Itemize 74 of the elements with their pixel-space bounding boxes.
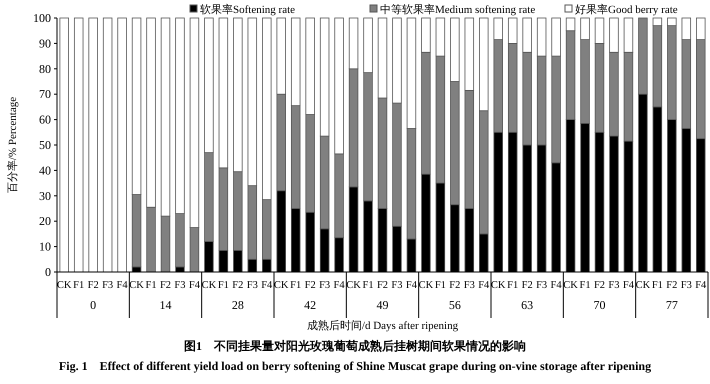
text: 0 — [90, 298, 96, 312]
x-tick-label: F1 — [145, 280, 157, 291]
text: 28 — [232, 298, 244, 312]
y-tick-label: 20 — [39, 214, 51, 228]
x-tick-label: F4 — [334, 280, 346, 291]
x-tick-label: F4 — [116, 280, 128, 291]
x-tick-label: F1 — [652, 280, 663, 291]
legend-label: 中等软果率Medium softening rate — [380, 3, 536, 16]
x-tick-label: F4 — [622, 280, 635, 291]
x-axis-title: 成熟后时间/d Days after ripening — [306, 319, 459, 332]
x-tick-label: F1 — [218, 280, 229, 291]
y-tick-label: 70 — [39, 87, 51, 102]
y-tick-label: 40 — [39, 163, 51, 178]
x-tick-label: F2 — [376, 280, 388, 291]
y-tick-label: 60 — [39, 112, 51, 127]
x-tick-label: F2 — [232, 280, 244, 291]
text: 70 — [594, 298, 606, 312]
x-tick-label: F2 — [304, 280, 316, 291]
y-tick-label: 10 — [39, 240, 51, 254]
x-tick-label: F3 — [102, 280, 114, 291]
x-tick-label: F2 — [160, 280, 172, 291]
y-tick-label: 90 — [39, 36, 51, 50]
x-tick-label: F3 — [391, 280, 403, 291]
bar — [74, 18, 84, 272]
text: 77 — [666, 298, 678, 312]
x-tick-label: F4 — [550, 280, 562, 291]
x-tick-label: F2 — [522, 280, 533, 291]
x-tick-label: F2 — [666, 280, 678, 291]
y-axis-title: 百分率/% Percentage — [6, 96, 19, 194]
y-tick-label: 30 — [39, 188, 51, 203]
x-tick-label: F2 — [88, 280, 99, 291]
x-tick-label: F3 — [464, 280, 475, 291]
x-tick-label: CK — [636, 280, 651, 291]
x-tick-label: F4 — [406, 280, 418, 291]
y-tick-label: 0 — [45, 265, 51, 279]
x-tick-label: F3 — [608, 280, 620, 291]
caption: 图1 不同挂果量对阳光玫瑰葡萄成熟后挂树期间软果情况的影响 — [184, 339, 526, 353]
x-tick-label: F2 — [449, 280, 460, 291]
x-tick-label: F3 — [174, 280, 186, 291]
x-tick-label: F4 — [478, 280, 490, 291]
y-tick-label: 50 — [39, 138, 51, 152]
x-tick-label: CK — [202, 280, 217, 291]
x-tick-label: F3 — [536, 280, 548, 291]
x-tick-label: F1 — [362, 280, 374, 291]
x-tick-label: CK — [56, 280, 72, 291]
bar — [102, 18, 112, 272]
text: 56 — [448, 298, 461, 312]
y-tick-label: 100 — [33, 11, 51, 25]
y-tick-label: 80 — [39, 62, 51, 76]
bar — [88, 18, 98, 272]
x-tick-label: F3 — [319, 280, 330, 291]
x-tick-label: F1 — [434, 280, 446, 291]
x-tick-label: CK — [418, 280, 434, 291]
x-tick-label: CK — [490, 280, 506, 291]
bar — [59, 18, 69, 272]
x-tick-label: F1 — [507, 280, 518, 291]
legend-label: 好果率Good berry rate — [575, 3, 678, 16]
x-tick-label: CK — [274, 280, 289, 291]
x-tick-label: F1 — [73, 280, 84, 291]
text: 63 — [521, 298, 534, 312]
x-tick-label: F4 — [261, 280, 274, 291]
x-tick-label: F1 — [579, 280, 591, 291]
text: 14 — [160, 298, 172, 312]
x-tick-label: F1 — [290, 280, 302, 291]
x-tick-label: F3 — [246, 280, 258, 291]
x-tick-label: F4 — [188, 280, 201, 291]
bar — [117, 18, 127, 272]
caption: Fig. 1 Effect of different yield load on berry softening of Shine Muscat grape during on-vine storage after ripening — [58, 359, 652, 373]
text: 49 — [376, 298, 388, 312]
x-tick-label: F4 — [695, 280, 708, 291]
legend-label: 软果率Softening rate — [200, 3, 296, 16]
text: 42 — [304, 298, 316, 312]
x-tick-label: F3 — [680, 280, 692, 291]
x-tick-label: F2 — [594, 280, 606, 291]
